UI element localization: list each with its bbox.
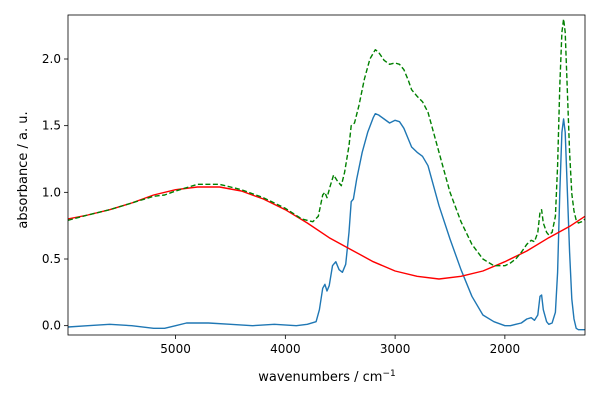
series-line-1 xyxy=(68,112,585,331)
x-tick-label: 3000 xyxy=(380,342,411,356)
y-tick-label: 2.0 xyxy=(42,52,61,66)
x-tick-label: 5000 xyxy=(160,342,191,356)
series-layer xyxy=(68,18,585,331)
y-axis-label: absorbance / a. u. xyxy=(16,111,31,228)
y-tick-label: 0.5 xyxy=(42,252,61,266)
y-tick-label: 1.5 xyxy=(42,119,61,133)
x-axis: 5000 4000 3000 2000 xyxy=(160,335,520,356)
series-line-2 xyxy=(68,186,585,280)
x-tick-label: 4000 xyxy=(270,342,301,356)
y-tick-label: 0.0 xyxy=(42,319,61,333)
x-tick-label: 2000 xyxy=(490,342,521,356)
series-line-3 xyxy=(68,18,585,267)
x-axis-label-superscript: −1 xyxy=(382,369,395,379)
y-tick-label: 1.0 xyxy=(42,185,61,199)
axes-frame xyxy=(67,14,586,336)
y-axis: 0.0 0.5 1.0 1.5 2.0 xyxy=(42,52,68,333)
x-axis-label: wavenumbers / cm−1 xyxy=(258,369,396,385)
x-axis-label-text: wavenumbers / cm xyxy=(258,370,382,385)
